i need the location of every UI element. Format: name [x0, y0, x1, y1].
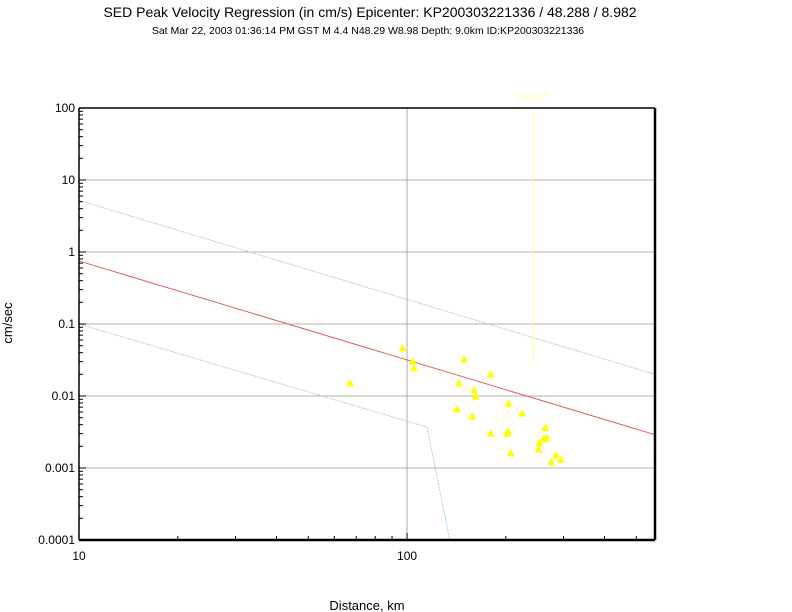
data-point: [517, 409, 526, 417]
data-point: [556, 455, 565, 463]
data-point: [486, 369, 495, 378]
y-tick-label: 100: [55, 101, 75, 115]
data-point: [452, 404, 461, 413]
data-point: [506, 448, 515, 457]
y-tick-label: 0.1: [58, 317, 75, 331]
data-point: [551, 450, 560, 459]
data-point: [486, 429, 495, 437]
data-point: [541, 423, 550, 431]
data-point: [398, 343, 407, 352]
data-point: [535, 438, 544, 447]
data-point: [547, 457, 556, 466]
data-point: [345, 378, 354, 387]
regression-line: [78, 260, 656, 436]
y-tick-label: 0.01: [52, 389, 76, 403]
station-markers: GRANT: [517, 92, 549, 363]
data-point: [454, 378, 463, 387]
data-point: [503, 427, 512, 435]
y-tick-label: 0.0001: [38, 533, 75, 547]
data-point: [459, 355, 468, 363]
station-marker-label: GRANT: [517, 92, 549, 102]
chart-title: SED Peak Velocity Regression (in cm/s) E…: [103, 4, 637, 20]
data-point: [471, 392, 480, 400]
data-point: [409, 364, 418, 372]
x-axis-title: Distance, km: [329, 598, 404, 612]
y-axis-title: cm/sec: [0, 302, 15, 344]
data-point: [534, 445, 543, 453]
grid: [78, 107, 655, 541]
lower-bound-line: [78, 323, 451, 541]
axis-ticks: 10 100 100 10 1 0.1 0.01 0.001 0.0001: [38, 101, 637, 563]
data-point: [408, 357, 417, 365]
data-points: [345, 343, 565, 466]
regression-line-group: [78, 260, 656, 436]
confidence-bounds: [78, 200, 656, 541]
data-point: [470, 385, 479, 394]
y-tick-label: 0.001: [45, 461, 75, 475]
y-tick-label: 1: [68, 245, 75, 259]
x-tick-label: 100: [397, 549, 417, 563]
chart-subtitle: Sat Mar 22, 2003 01:36:14 PM GST M 4.4 N…: [151, 25, 585, 37]
data-point: [504, 399, 513, 407]
upper-bound-line: [78, 200, 656, 375]
data-point: [468, 411, 477, 420]
x-tick-label: 10: [72, 549, 86, 563]
y-tick-label: 10: [62, 173, 76, 187]
data-point: [542, 433, 551, 442]
